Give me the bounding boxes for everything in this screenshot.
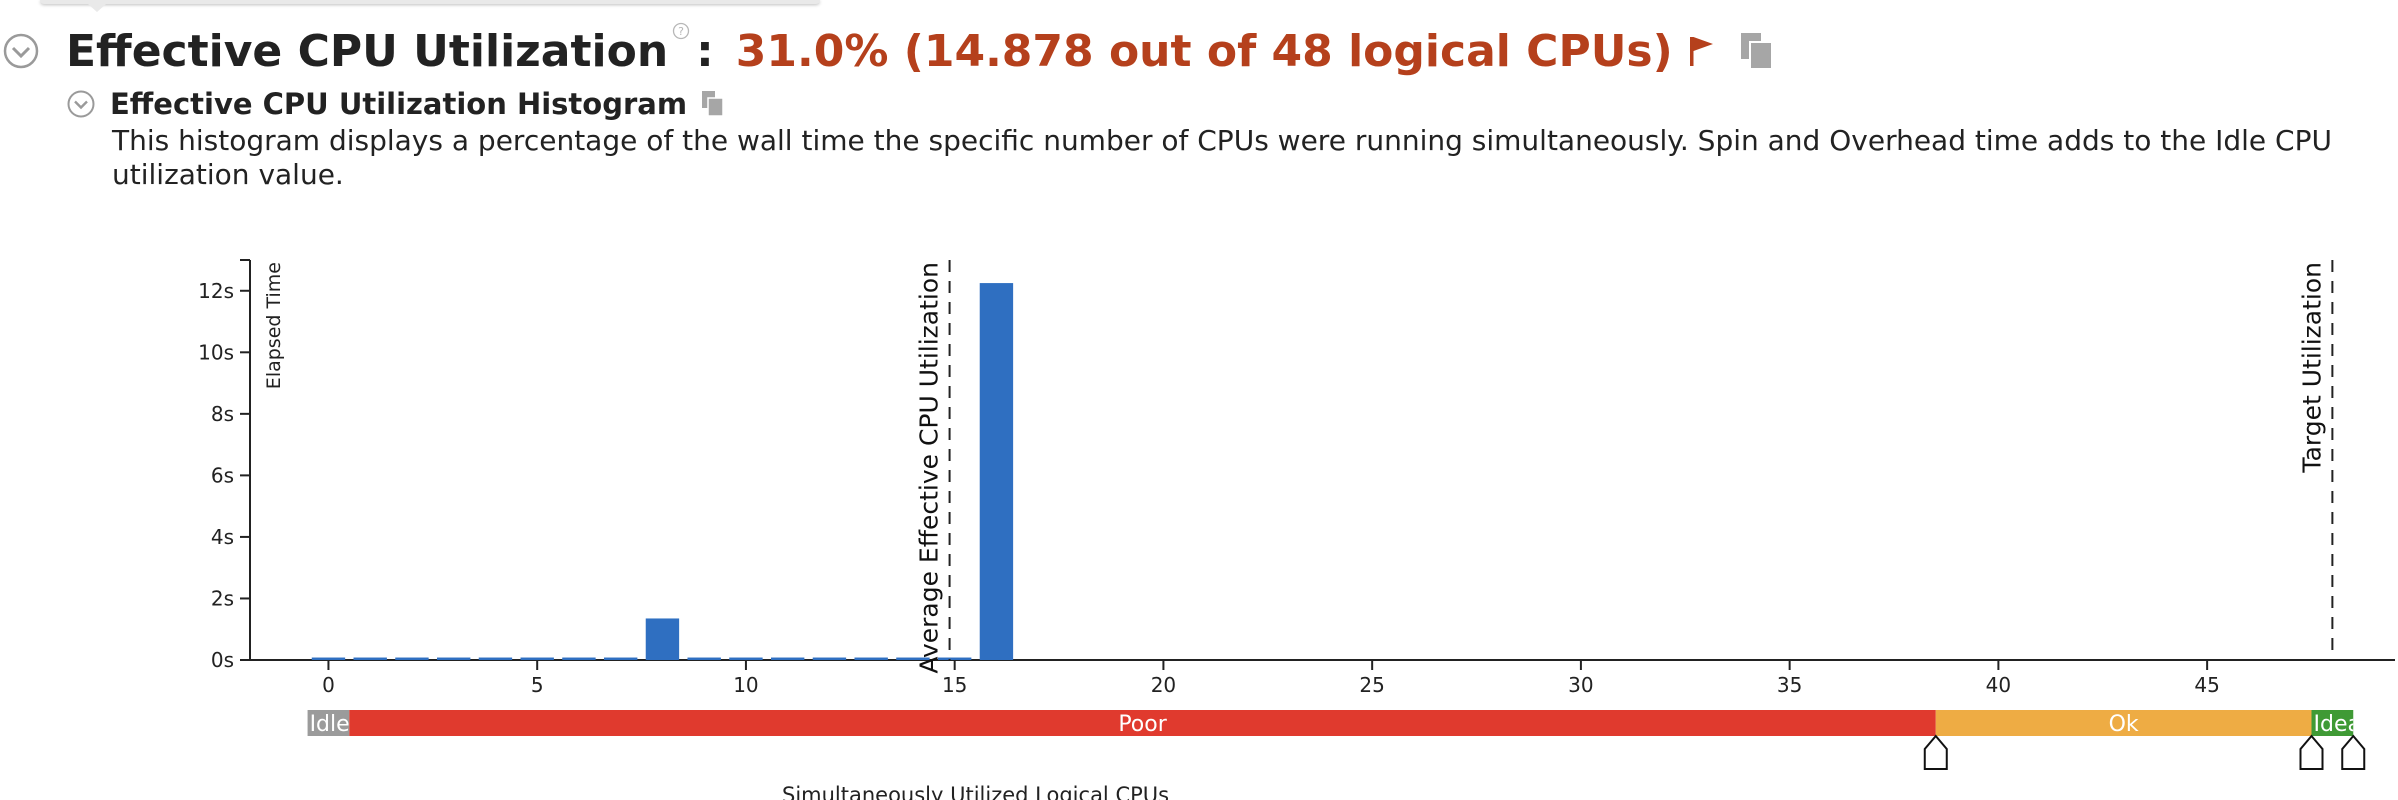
histogram-bar <box>645 618 680 660</box>
help-icon[interactable]: ? <box>672 22 690 45</box>
x-tick-label: 40 <box>1986 673 2011 697</box>
x-tick-label: 20 <box>1151 673 1176 697</box>
metric-value: 31.0% (14.878 out of 48 logical CPUs) <box>735 25 1673 77</box>
y-tick-label: 2s <box>211 586 234 610</box>
copy-icon[interactable] <box>1739 31 1775 71</box>
reference-line-label: Average Effective CPU Utilization <box>915 262 944 674</box>
utilization-band-ideal <box>2311 710 2354 736</box>
x-tick-label: 0 <box>322 673 335 697</box>
y-axis-label: Elapsed Time <box>263 262 285 389</box>
x-tick-label: 10 <box>733 673 758 697</box>
flag-icon <box>1689 37 1713 66</box>
histogram-bar <box>854 657 888 660</box>
collapse-icon[interactable] <box>66 89 96 119</box>
utilization-band-label: Poor <box>1118 712 1167 737</box>
utilization-band-label: Idle <box>310 712 350 737</box>
histogram-bar <box>436 657 471 660</box>
histogram-bar <box>729 657 763 660</box>
histogram-bar <box>896 657 930 660</box>
utilization-band-poor <box>349 710 1936 736</box>
utilization-band-label: Ok <box>2109 712 2139 737</box>
x-axis-label: Simultaneously Utilized Logical CPUs <box>782 783 1169 800</box>
histogram-bar <box>687 657 721 660</box>
y-tick-label: 10s <box>198 340 234 364</box>
histogram-chart: 0s 2s 4s 6s 8s 10s 12s Elapsed Time 0 5 10 15 20 25 30… <box>198 259 2395 800</box>
y-tick-label: 0s <box>211 648 234 672</box>
x-tick-label: 45 <box>2194 673 2219 697</box>
histogram-bar <box>979 283 1014 660</box>
utilization-band-idle <box>307 710 350 736</box>
histogram-title: Effective CPU Utilization Histogram <box>110 87 688 121</box>
reference-line-label: Target Utilization <box>2297 262 2326 474</box>
x-tick-label: 30 <box>1568 673 1593 697</box>
x-tick-label: 35 <box>1777 673 1802 697</box>
y-tick-label: 6s <box>211 463 234 487</box>
utilization-band-label: Ideal <box>2314 712 2368 737</box>
metric-title: Effective CPU Utilization <box>66 25 669 77</box>
threshold-marker <box>2341 734 2366 770</box>
histogram-bar <box>353 657 387 660</box>
histogram-bar <box>395 657 429 660</box>
x-tick-label: 25 <box>1359 673 1384 697</box>
histogram-bar <box>937 657 972 660</box>
histogram-bar <box>770 657 805 660</box>
histogram-bar <box>311 657 346 660</box>
utilization-band-ok <box>1935 710 2312 736</box>
y-tick-label: 8s <box>211 402 234 426</box>
y-tick-label: 12s <box>198 279 234 303</box>
top-tab <box>40 0 820 4</box>
metric-colon: : <box>696 25 714 77</box>
histogram-bar <box>520 657 554 660</box>
histogram-description: This histogram displays a percentage of … <box>112 124 2332 191</box>
help-glyph: ? <box>678 25 684 38</box>
metric-header: Effective CPU Utilization ? : 31.0% (14.… <box>0 18 1775 84</box>
collapse-icon[interactable] <box>2 32 40 70</box>
copy-icon[interactable] <box>701 90 725 118</box>
histogram-bar <box>603 657 638 660</box>
top-tab-notch <box>88 4 106 12</box>
histogram-bar <box>812 657 847 660</box>
x-tick-label: 5 <box>531 673 544 697</box>
x-tick-label: 15 <box>942 673 967 697</box>
threshold-marker <box>1923 734 1948 770</box>
histogram-bar <box>478 657 513 660</box>
threshold-marker <box>2299 734 2324 770</box>
y-tick-label: 4s <box>211 525 234 549</box>
histogram-bar <box>562 657 596 660</box>
histogram-header: Effective CPU Utilization Histogram <box>0 84 725 124</box>
